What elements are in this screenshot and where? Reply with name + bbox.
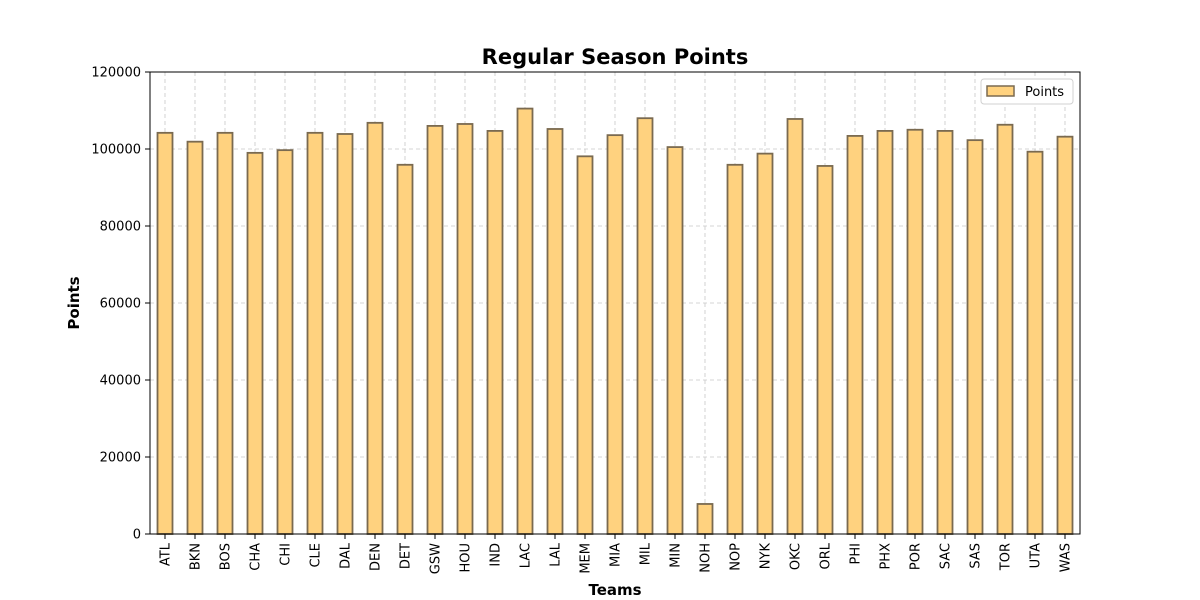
x-tick-label: CHI bbox=[279, 543, 294, 566]
x-tick-label: MIN bbox=[669, 543, 684, 568]
x-tick-label: LAL bbox=[549, 542, 564, 566]
y-tick-label: 80000 bbox=[100, 220, 141, 235]
x-tick-label: PHX bbox=[879, 543, 894, 570]
bar-cle bbox=[306, 131, 324, 535]
bar-det bbox=[396, 163, 414, 535]
bar-uta bbox=[1026, 150, 1044, 535]
x-tick-label: IND bbox=[489, 543, 504, 567]
x-tick-label: SAS bbox=[969, 543, 984, 569]
bar-phi bbox=[846, 135, 864, 535]
x-tick-label: SAC bbox=[939, 543, 954, 569]
x-tick-label: MIL bbox=[639, 542, 654, 565]
bar-noh bbox=[696, 503, 714, 535]
bar-sas bbox=[966, 139, 984, 535]
bar-por bbox=[906, 128, 924, 535]
bar-tor bbox=[996, 123, 1014, 535]
bar-mia bbox=[606, 134, 624, 535]
bar-atl bbox=[156, 131, 174, 535]
y-tick-label: 40000 bbox=[100, 374, 141, 389]
chart-title: Regular Season Points bbox=[482, 45, 749, 69]
legend-label-points: Points bbox=[1025, 85, 1064, 100]
x-tick-label: WAS bbox=[1059, 543, 1074, 572]
x-tick-label: LAC bbox=[519, 543, 534, 568]
x-tick-label: NOH bbox=[699, 543, 714, 573]
bar-lal bbox=[546, 128, 564, 535]
x-tick-label: ORL bbox=[819, 542, 834, 569]
x-tick-label: NOP bbox=[729, 543, 744, 571]
y-tick-label: 20000 bbox=[100, 451, 141, 466]
x-tick-label: PHI bbox=[849, 543, 864, 564]
x-tick-label: HOU bbox=[459, 543, 474, 573]
y-tick-label: 100000 bbox=[91, 143, 141, 158]
x-tick-label: DAL bbox=[339, 542, 354, 569]
bar-cha bbox=[246, 151, 264, 535]
bar-dal bbox=[336, 133, 354, 535]
x-tick-label: DEN bbox=[369, 543, 384, 571]
bar-okc bbox=[786, 118, 804, 535]
x-tick-label: MIA bbox=[609, 543, 624, 567]
bar-bos bbox=[216, 131, 234, 535]
bar-chi bbox=[276, 149, 294, 535]
x-tick-label: MEM bbox=[579, 543, 594, 574]
x-tick-label: ATL bbox=[159, 542, 174, 566]
bar-gsw bbox=[426, 125, 444, 535]
bar-min bbox=[666, 146, 684, 535]
bar-phx bbox=[876, 130, 894, 535]
bar-mem bbox=[576, 155, 594, 535]
x-tick-label: OKC bbox=[789, 543, 804, 570]
x-axis-label: Teams bbox=[588, 581, 641, 599]
bar-nyk bbox=[756, 152, 774, 535]
x-tick-label: CHA bbox=[249, 543, 264, 571]
x-tick-label: POR bbox=[909, 543, 924, 570]
x-tick-label: TOR bbox=[999, 543, 1014, 571]
bar-den bbox=[366, 121, 384, 535]
x-tick-label: DET bbox=[399, 543, 414, 569]
bar-nop bbox=[726, 163, 744, 535]
legend: Points bbox=[980, 78, 1074, 105]
bar-mil bbox=[636, 117, 654, 535]
x-tick-label: GSW bbox=[429, 543, 444, 574]
x-tick-label: BKN bbox=[189, 543, 204, 570]
x-axis-ticks: ATL BKN BOS CHA CHI CLE DAL DEN DET GSW HOU IND LAC L… bbox=[159, 534, 1074, 574]
bar-sac bbox=[936, 130, 954, 535]
y-axis-ticks: 0 20000 40000 60000 80000 100000 120000 bbox=[91, 66, 150, 543]
x-tick-label: BOS bbox=[219, 543, 234, 570]
x-tick-label: UTA bbox=[1029, 543, 1044, 568]
y-tick-label: 60000 bbox=[100, 297, 141, 312]
bar-ind bbox=[486, 130, 504, 535]
legend-swatch bbox=[986, 85, 1015, 97]
y-tick-label: 0 bbox=[133, 528, 141, 543]
bar-was bbox=[1056, 135, 1074, 535]
x-tick-label: CLE bbox=[309, 543, 324, 568]
bar-hou bbox=[456, 123, 474, 535]
bar-bkn bbox=[186, 140, 204, 535]
y-tick-label: 120000 bbox=[91, 66, 141, 81]
bar-orl bbox=[816, 165, 834, 535]
bar-lac bbox=[516, 107, 534, 535]
bars bbox=[156, 107, 1074, 535]
y-axis-label: Points bbox=[65, 276, 83, 329]
x-tick-label: NYK bbox=[759, 543, 774, 570]
